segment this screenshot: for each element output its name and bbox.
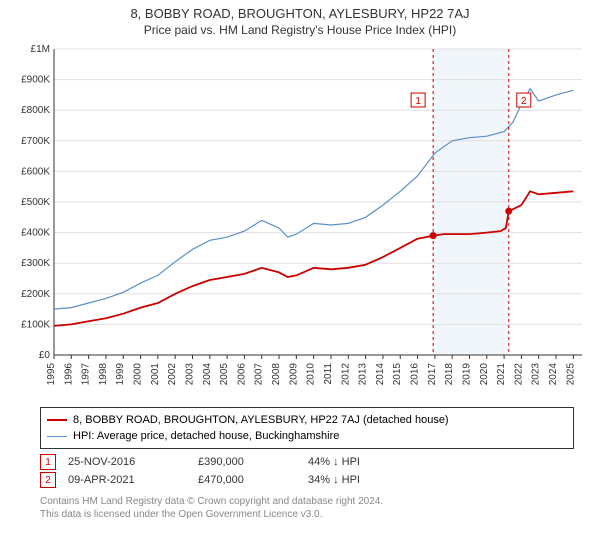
svg-text:£500K: £500K [21, 197, 50, 208]
svg-text:2003: 2003 [184, 363, 195, 386]
sale-date: 25-NOV-2016 [68, 456, 198, 468]
svg-text:2: 2 [521, 96, 527, 107]
sales-row: 2 09-APR-2021 £470,000 34% ↓ HPI [40, 471, 590, 489]
svg-text:2008: 2008 [271, 363, 282, 386]
svg-text:2010: 2010 [306, 363, 317, 386]
legend-box: 8, BOBBY ROAD, BROUGHTON, AYLESBURY, HP2… [40, 407, 574, 449]
legend-label: 8, BOBBY ROAD, BROUGHTON, AYLESBURY, HP2… [73, 414, 449, 426]
chart-area: £0 £100K £200K £300K £400K £500K £600K £700K £80… [10, 41, 590, 401]
svg-text:2025: 2025 [565, 363, 576, 386]
sale-pct: 34% ↓ HPI [308, 474, 428, 486]
svg-text:£700K: £700K [21, 136, 50, 147]
sale-date: 09-APR-2021 [68, 474, 198, 486]
sale-price: £470,000 [198, 474, 308, 486]
svg-text:2011: 2011 [323, 363, 334, 385]
sale-marker: 1 [40, 454, 56, 470]
svg-text:£1M: £1M [31, 44, 50, 55]
svg-text:2024: 2024 [548, 363, 559, 386]
sales-table: 1 25-NOV-2016 £390,000 44% ↓ HPI 2 09-AP… [40, 453, 590, 489]
footnote: Contains HM Land Registry data © Crown c… [40, 495, 590, 521]
footnote-line: This data is licensed under the Open Gov… [40, 508, 590, 521]
svg-text:2006: 2006 [236, 363, 247, 386]
legend-label: HPI: Average price, detached house, Buck… [73, 430, 339, 442]
svg-text:2015: 2015 [392, 363, 403, 386]
svg-text:2002: 2002 [167, 363, 178, 386]
svg-text:2005: 2005 [219, 363, 230, 386]
svg-text:£0: £0 [39, 350, 51, 361]
sale-price: £390,000 [198, 456, 308, 468]
legend-row: 8, BOBBY ROAD, BROUGHTON, AYLESBURY, HP2… [47, 412, 567, 428]
svg-text:1: 1 [415, 96, 421, 107]
svg-text:£600K: £600K [21, 166, 50, 177]
svg-text:£800K: £800K [21, 105, 50, 116]
sale-marker: 2 [40, 472, 56, 488]
legend-row: HPI: Average price, detached house, Buck… [47, 428, 567, 444]
svg-text:2018: 2018 [444, 363, 455, 386]
sale-pct: 44% ↓ HPI [308, 456, 428, 468]
svg-text:2007: 2007 [254, 363, 265, 386]
svg-text:2013: 2013 [358, 363, 369, 386]
svg-text:£200K: £200K [21, 289, 50, 300]
svg-text:1998: 1998 [98, 363, 109, 386]
svg-text:1996: 1996 [63, 363, 74, 386]
svg-text:2012: 2012 [340, 363, 351, 386]
svg-text:£300K: £300K [21, 258, 50, 269]
svg-text:£100K: £100K [21, 319, 50, 330]
title-block: 8, BOBBY ROAD, BROUGHTON, AYLESBURY, HP2… [0, 0, 600, 41]
svg-text:£400K: £400K [21, 228, 50, 239]
svg-text:2001: 2001 [150, 363, 161, 386]
svg-text:2004: 2004 [202, 363, 213, 386]
svg-text:2023: 2023 [531, 363, 542, 386]
svg-text:1997: 1997 [81, 363, 92, 386]
svg-text:2014: 2014 [375, 363, 386, 386]
svg-text:2009: 2009 [288, 363, 299, 386]
legend-swatch [47, 436, 67, 437]
svg-text:1995: 1995 [46, 363, 57, 386]
svg-text:2017: 2017 [427, 363, 438, 386]
svg-text:1999: 1999 [115, 363, 126, 386]
chart-svg: £0 £100K £200K £300K £400K £500K £600K £700K £80… [10, 41, 590, 401]
legend-swatch [47, 419, 67, 421]
chart-title: 8, BOBBY ROAD, BROUGHTON, AYLESBURY, HP2… [0, 6, 600, 21]
svg-text:2022: 2022 [513, 363, 524, 386]
svg-text:2021: 2021 [496, 363, 507, 386]
svg-text:2000: 2000 [133, 363, 144, 386]
footnote-line: Contains HM Land Registry data © Crown c… [40, 495, 590, 508]
svg-text:£900K: £900K [21, 75, 50, 86]
svg-text:2019: 2019 [461, 363, 472, 386]
svg-text:2020: 2020 [479, 363, 490, 386]
chart-subtitle: Price paid vs. HM Land Registry's House … [0, 23, 600, 37]
svg-text:2016: 2016 [410, 363, 421, 386]
sales-row: 1 25-NOV-2016 £390,000 44% ↓ HPI [40, 453, 590, 471]
